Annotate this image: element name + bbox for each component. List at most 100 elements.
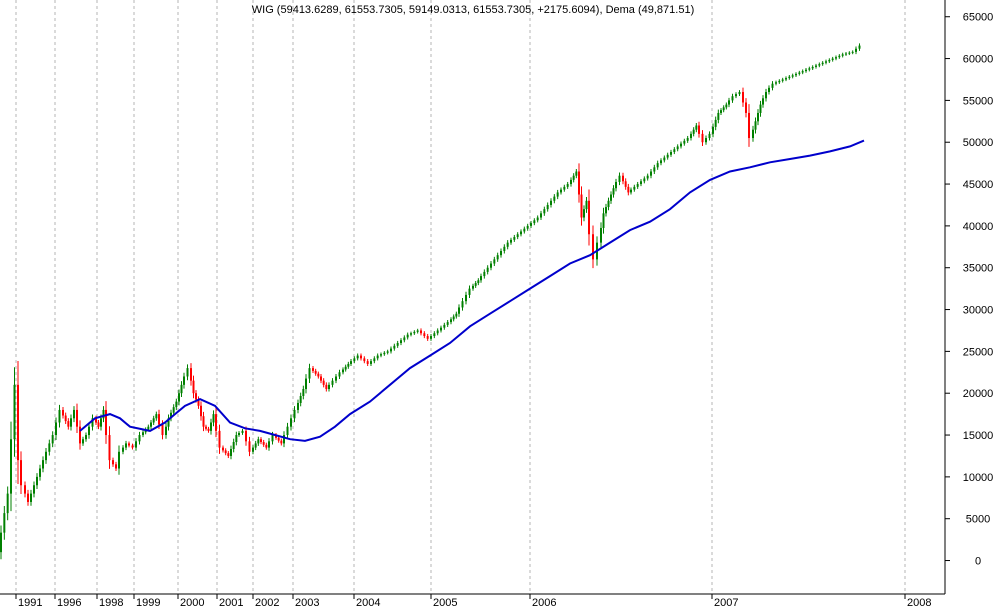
price-candle-body [666, 154, 669, 158]
price-candle-body [210, 422, 212, 431]
price-candle-body [416, 330, 419, 332]
x-tick-label: 2002 [255, 597, 279, 608]
price-candle-body [465, 294, 467, 302]
price-candle-body [636, 184, 639, 187]
price-candle-body [436, 330, 439, 334]
price-candle-body [131, 445, 134, 448]
price-candle-body [413, 331, 416, 334]
price-candle-body [305, 378, 307, 390]
price-candle-body [695, 125, 698, 130]
price-candle-body [73, 409, 75, 419]
price-candle-body [578, 171, 580, 195]
price-candle-body [791, 75, 794, 77]
price-candle-body [458, 307, 460, 314]
price-candle-body [683, 140, 686, 144]
price-candle-body [218, 430, 221, 448]
price-candle-body [3, 513, 6, 533]
price-candle-body [280, 440, 283, 444]
y-tick-label: 30000 [963, 305, 994, 317]
price-candle-body [735, 94, 737, 97]
price-candle-body [122, 447, 124, 452]
price-candle-body [347, 363, 350, 367]
x-tick-label: 2004 [356, 597, 380, 608]
price-candle-body [477, 280, 480, 284]
price-candle-body [828, 59, 831, 62]
price-candle-body [393, 345, 396, 349]
price-candle-body [410, 333, 412, 335]
price-candle-body [186, 368, 189, 377]
y-tick-label: 15000 [963, 430, 994, 442]
price-candle-body [142, 432, 144, 436]
price-candle-body [17, 384, 19, 461]
price-candle-body [536, 217, 539, 221]
y-tick-label: 10000 [963, 472, 994, 484]
price-candle-body [138, 435, 141, 442]
price-candle-body [314, 370, 317, 374]
price-candle-body [701, 133, 704, 143]
price-candle-body [183, 376, 185, 385]
price-candle-body [290, 418, 292, 427]
price-candle-body [788, 76, 791, 79]
price-candle-body [798, 72, 801, 74]
y-tick-label: 45000 [963, 179, 994, 191]
price-candle-body [396, 343, 399, 346]
price-candle-body [553, 196, 556, 201]
price-candle-body [728, 100, 730, 105]
price-candle-body [376, 355, 379, 359]
price-candle-body [271, 435, 274, 442]
price-candle-body [277, 437, 280, 441]
price-candle-body [653, 167, 656, 172]
price-candle-body [97, 422, 100, 427]
price-candle-body [363, 358, 366, 362]
price-candle-body [708, 133, 711, 139]
price-candle-body [366, 361, 369, 364]
price-candle-body [624, 181, 627, 187]
price-candle-body [778, 80, 781, 83]
price-candle-body [33, 485, 35, 494]
price-candle-body [754, 121, 757, 130]
price-candle-body [831, 58, 834, 60]
price-candle-body [506, 242, 509, 247]
price-candle-body [62, 409, 64, 416]
price-candle-body [752, 129, 754, 139]
price-candle-body [27, 493, 29, 502]
price-candle-body [112, 460, 114, 465]
price-candle-body [252, 447, 254, 452]
price-candle-body [245, 430, 247, 442]
price-candle-body [474, 283, 477, 286]
price-candle-body [714, 119, 717, 127]
price-candle-body [563, 186, 566, 190]
price-candle-body [95, 418, 97, 423]
price-candle-body [155, 414, 158, 419]
price-candle-body [118, 451, 120, 469]
price-candle-body [328, 384, 330, 390]
x-tick-label: 2008 [907, 597, 931, 608]
price-candle-body [373, 358, 376, 362]
price-candle-body [85, 435, 87, 440]
price-candle-body [195, 393, 197, 400]
price-candle-body [232, 442, 235, 449]
price-candle-body [592, 234, 594, 260]
price-candle-body [585, 200, 588, 210]
price-candle-body [241, 430, 244, 433]
price-candle-body [630, 189, 632, 193]
price-candle-body [560, 189, 562, 193]
price-candle-body [643, 178, 646, 182]
price-candle-body [855, 48, 857, 52]
price-candle-body [403, 337, 406, 341]
price-candle-body [356, 355, 359, 359]
price-candle-body [48, 443, 51, 452]
price-candle-body [254, 443, 257, 448]
price-candle-body [526, 225, 529, 229]
price-candle-body [845, 53, 847, 55]
price-candle-body [461, 301, 464, 308]
price-candle-body [725, 104, 728, 108]
price-candle-body [268, 441, 270, 448]
price-candle-body [523, 228, 526, 232]
price-candle-body [838, 55, 841, 58]
price-candle-body [660, 160, 662, 164]
price-candle-body [851, 51, 854, 53]
price-candle-body [165, 426, 167, 436]
price-candle-body [540, 213, 542, 218]
price-candle-body [490, 263, 492, 268]
